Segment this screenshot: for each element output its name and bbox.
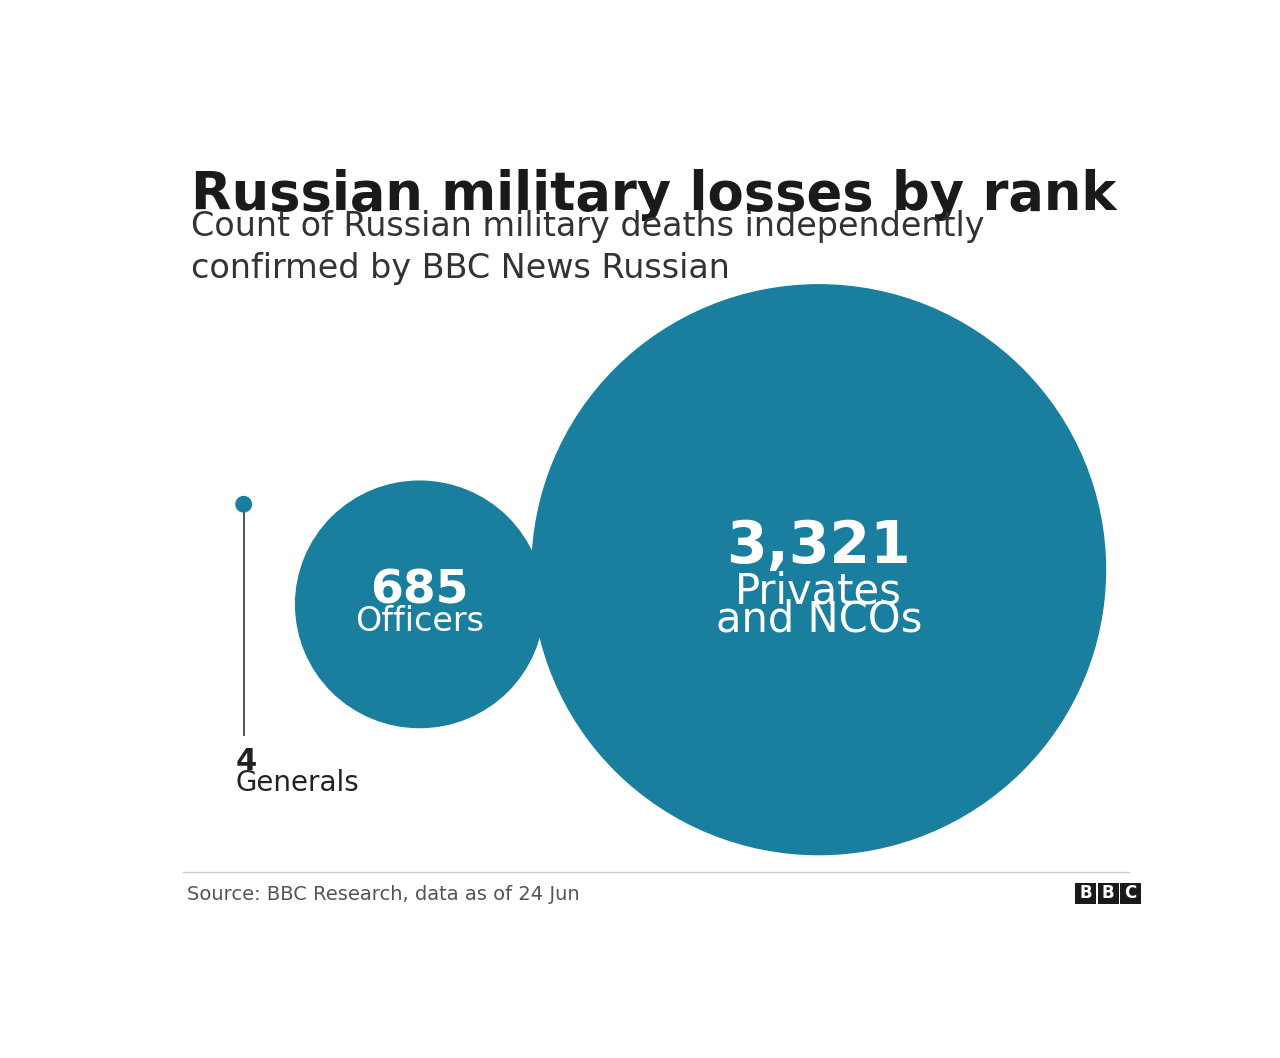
Text: Generals: Generals: [236, 769, 360, 797]
Circle shape: [296, 481, 544, 728]
Circle shape: [532, 285, 1106, 855]
Text: B: B: [1079, 884, 1092, 902]
Text: C: C: [1125, 884, 1137, 902]
Text: and NCOs: and NCOs: [716, 599, 922, 641]
Text: Officers: Officers: [355, 605, 484, 638]
Text: 685: 685: [370, 568, 468, 613]
Text: Privates: Privates: [735, 570, 902, 613]
Text: 4: 4: [236, 747, 257, 776]
Text: B: B: [1102, 884, 1115, 902]
FancyBboxPatch shape: [1075, 883, 1096, 904]
Text: Count of Russian military deaths independently
confirmed by BBC News Russian: Count of Russian military deaths indepen…: [191, 211, 984, 286]
FancyBboxPatch shape: [1098, 883, 1119, 904]
Text: Russian military losses by rank: Russian military losses by rank: [191, 169, 1116, 221]
FancyBboxPatch shape: [1120, 883, 1142, 904]
Text: 3,321: 3,321: [726, 518, 911, 576]
Circle shape: [236, 496, 251, 512]
Text: Source: BBC Research, data as of 24 Jun: Source: BBC Research, data as of 24 Jun: [187, 886, 580, 905]
